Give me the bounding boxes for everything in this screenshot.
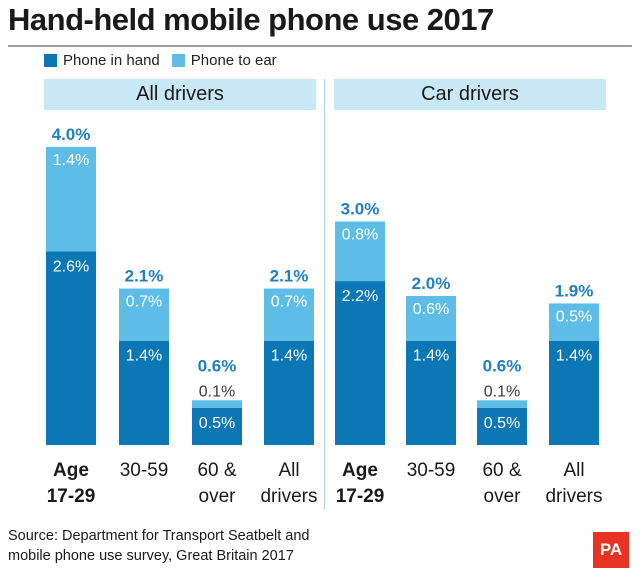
chart-title: Hand-held mobile phone use 2017 — [8, 2, 494, 37]
bar-hand — [264, 340, 314, 445]
bar-hand — [335, 281, 385, 445]
category-label: 30-59 — [407, 460, 456, 481]
bar-hand — [549, 340, 599, 445]
legend-item-ear: Phone to ear — [171, 51, 277, 69]
bar-ear — [264, 288, 314, 341]
legend: Phone in hand Phone to ear — [44, 49, 289, 71]
category-label: drivers — [260, 486, 317, 507]
total-label: 2.1% — [125, 267, 164, 286]
bar-hand — [192, 407, 242, 445]
value-label-ear: 0.1% — [484, 383, 520, 400]
category-label: Age — [342, 460, 378, 481]
panel-divider — [324, 79, 325, 509]
category-label: over — [199, 486, 237, 507]
value-label-ear: 0.6% — [413, 301, 449, 318]
pa-logo-text: PA — [599, 540, 623, 559]
total-label: 2.1% — [270, 267, 309, 286]
title-rule — [8, 45, 632, 47]
category-label: over — [484, 486, 522, 507]
category-label: All — [278, 460, 299, 481]
value-label-hand: 1.4% — [126, 348, 162, 365]
value-label-hand: 2.2% — [342, 288, 378, 305]
category-label: drivers — [545, 486, 602, 507]
category-label: Age — [53, 460, 89, 481]
legend-swatch-hand — [44, 53, 57, 67]
legend-swatch-ear — [171, 53, 185, 67]
bar-hand — [46, 251, 96, 445]
category-label: 17-29 — [47, 486, 96, 507]
value-label-ear: 0.5% — [556, 308, 592, 325]
total-label: 0.6% — [198, 356, 237, 375]
panel-title-car-drivers: Car drivers — [421, 83, 519, 105]
value-label-ear: 0.7% — [271, 294, 307, 311]
bar-ear — [477, 400, 527, 408]
value-label-ear: 0.7% — [126, 294, 162, 311]
total-label: 4.0% — [52, 125, 91, 144]
value-label-hand: 0.5% — [199, 415, 235, 432]
panel-banner-car-drivers: Car drivers — [334, 79, 606, 110]
value-label-ear: 0.8% — [342, 227, 378, 244]
bar-ear — [335, 221, 385, 282]
source-note: Source: Department for Transport Seatbel… — [8, 526, 458, 566]
bar-ear — [192, 400, 242, 408]
legend-item-hand: Phone in hand — [44, 52, 160, 69]
total-label: 1.9% — [555, 281, 594, 300]
value-label-hand: 2.6% — [53, 258, 89, 275]
total-label: 2.0% — [412, 274, 451, 293]
bar-hand — [477, 407, 527, 445]
category-label: 30-59 — [120, 460, 169, 481]
value-label-hand: 1.4% — [413, 348, 449, 365]
value-label-hand: 0.5% — [484, 415, 520, 432]
pa-logo: PA — [593, 532, 629, 568]
panel-banner-all-drivers: All drivers — [44, 79, 316, 110]
source-line-1: Source: Department for Transport Seatbel… — [8, 528, 310, 544]
bar-ear — [549, 303, 599, 341]
bar-ear — [119, 288, 169, 341]
total-label: 0.6% — [483, 356, 522, 375]
bar-ear — [406, 296, 456, 341]
value-label-hand: 1.4% — [271, 348, 307, 365]
value-label-ear: 0.1% — [199, 383, 235, 400]
category-label: All — [563, 460, 584, 481]
category-label: 60 & — [482, 460, 521, 481]
total-label: 3.0% — [341, 200, 380, 219]
category-label: 17-29 — [336, 486, 385, 507]
legend-label-ear: Phone to ear — [190, 51, 277, 69]
bar-hand — [406, 340, 456, 445]
panel-title-all-drivers: All drivers — [136, 83, 224, 105]
value-label-ear: 1.4% — [53, 152, 89, 169]
legend-label-hand: Phone in hand — [63, 51, 160, 69]
source-line-2: mobile phone use survey, Great Britain 2… — [8, 548, 294, 564]
category-label: 60 & — [197, 460, 236, 481]
bar-hand — [119, 340, 169, 445]
bar-ear — [46, 147, 96, 252]
value-label-hand: 1.4% — [556, 348, 592, 365]
